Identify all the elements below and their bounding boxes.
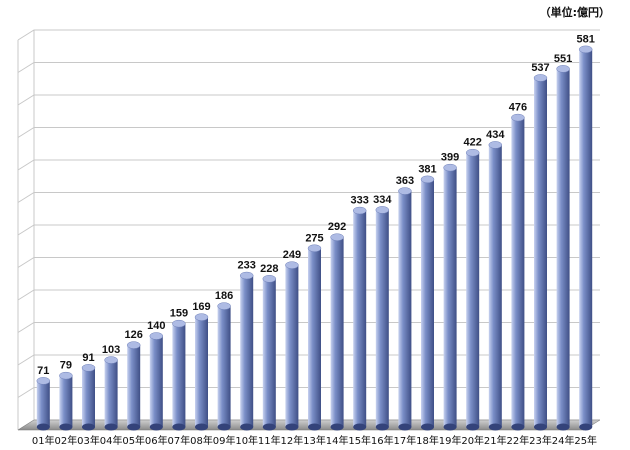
value-label: 79 <box>60 360 72 372</box>
x-tick-label: 24年 <box>552 434 575 447</box>
x-tick-label: 21年 <box>484 434 507 447</box>
x-tick-label: 12年 <box>281 434 304 447</box>
value-label: 422 <box>464 137 482 149</box>
value-label: 71 <box>37 365 49 377</box>
bar <box>443 163 457 431</box>
value-label: 186 <box>215 290 233 302</box>
bar <box>217 302 231 431</box>
x-tick-label: 20年 <box>461 434 484 447</box>
value-label: 228 <box>260 263 278 275</box>
bars <box>36 45 593 431</box>
bar <box>239 271 254 431</box>
x-tick-label: 04年 <box>100 434 123 447</box>
bar <box>330 233 344 431</box>
value-label: 159 <box>170 308 188 320</box>
x-tick-labels: 01年 02年 03年 04年 05年 06年 07年 08年 09年 10年 11年 12年 13年 1… <box>32 434 597 447</box>
x-tick-label: 01年 <box>32 434 55 447</box>
value-label: 126 <box>125 329 143 341</box>
bar <box>194 313 209 431</box>
bar <box>465 148 480 431</box>
x-tick-label: 16年 <box>371 434 394 447</box>
x-tick-label: 10年 <box>235 434 258 447</box>
value-label: 537 <box>531 62 549 74</box>
x-tick-label: 15年 <box>348 434 371 447</box>
bar <box>307 244 322 431</box>
bar <box>511 113 525 431</box>
value-label: 581 <box>577 33 595 45</box>
unit-label: （単位:億円） <box>539 6 610 19</box>
value-label: 249 <box>283 249 301 261</box>
bar <box>352 206 367 431</box>
value-label: 169 <box>192 301 210 313</box>
bar <box>59 371 73 431</box>
x-tick-label: 03年 <box>77 434 100 447</box>
x-tick-label: 17年 <box>394 434 417 447</box>
x-tick-label: 09年 <box>213 434 236 447</box>
x-tick-label: 02年 <box>55 434 78 447</box>
bar <box>172 319 186 431</box>
x-tick-label: 08年 <box>190 434 213 447</box>
bar <box>126 341 141 431</box>
bar <box>533 74 548 431</box>
bar <box>578 45 593 431</box>
x-tick-label: 23年 <box>529 434 552 447</box>
x-tick-label: 18年 <box>416 434 439 447</box>
value-labels: 71 79 91 103 126 140 159 169 186 233 228 249 275 292 3… <box>37 33 595 377</box>
value-label: 91 <box>82 352 94 364</box>
bar <box>36 377 51 431</box>
value-label: 381 <box>418 163 436 175</box>
x-tick-label: 07年 <box>168 434 191 447</box>
gridline <box>17 29 600 41</box>
bar <box>375 206 390 431</box>
gridline <box>17 62 600 73</box>
bar <box>104 356 118 431</box>
value-label: 292 <box>328 221 346 233</box>
value-label: 103 <box>102 344 120 356</box>
value-label: 275 <box>305 232 323 244</box>
value-label: 140 <box>147 320 165 332</box>
value-label: 434 <box>486 129 505 141</box>
bar <box>420 175 435 431</box>
bar <box>556 65 570 431</box>
bar <box>488 141 503 431</box>
x-tick-label: 22年 <box>507 434 530 447</box>
x-tick-label: 14年 <box>326 434 349 447</box>
x-tick-label: 05年 <box>122 434 145 447</box>
bar <box>285 261 299 431</box>
x-tick-label: 11年 <box>258 434 281 447</box>
value-label: 233 <box>238 260 256 272</box>
value-label: 551 <box>554 53 572 65</box>
value-label: 399 <box>441 152 459 164</box>
x-tick-label: 13年 <box>303 434 326 447</box>
x-tick-label: 19年 <box>439 434 462 447</box>
value-label: 333 <box>351 195 369 207</box>
bar <box>149 332 164 431</box>
x-tick-label: 06年 <box>145 434 168 447</box>
x-tick-label: 25年 <box>574 434 597 447</box>
bar <box>262 275 277 431</box>
value-label: 476 <box>509 102 527 114</box>
value-label: 363 <box>396 175 414 187</box>
bar <box>398 187 412 431</box>
value-label: 334 <box>373 194 392 206</box>
bar <box>81 364 96 431</box>
